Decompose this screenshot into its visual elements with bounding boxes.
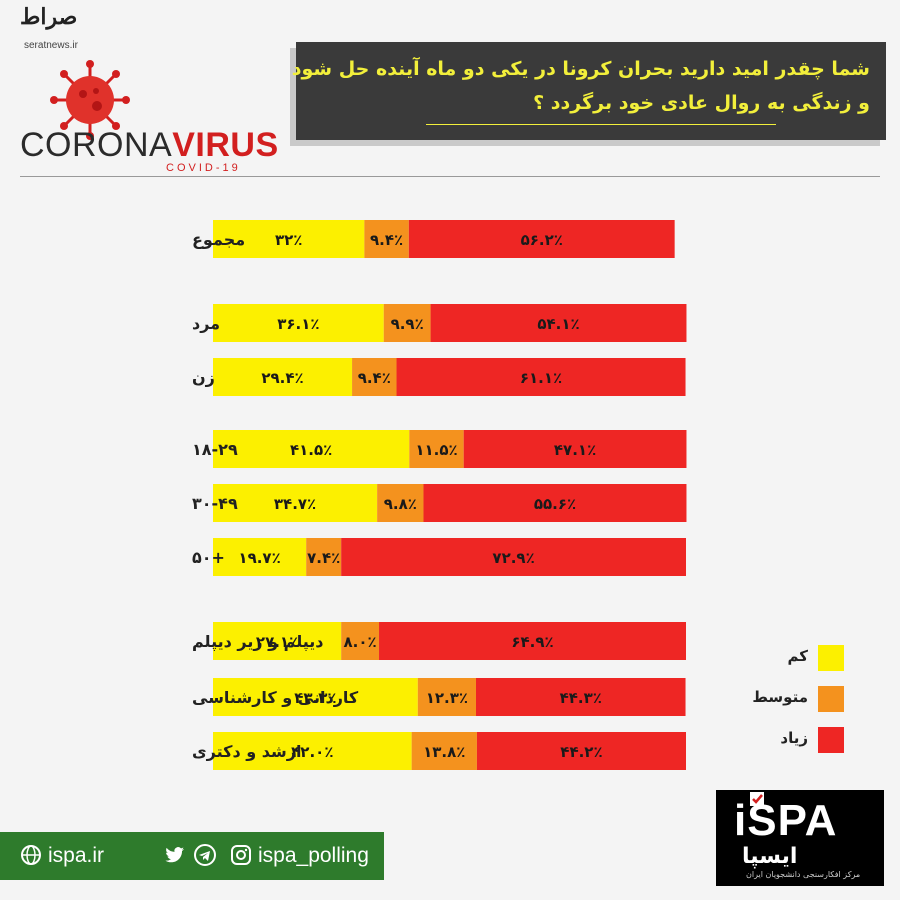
globe-icon [21,845,41,865]
category-label-8: ارشد و دکتری [192,742,301,761]
bar-segment-8-1 [411,732,477,770]
category-label-4: ۳۰-۴۹ [192,494,238,513]
brand-word-corona: CORONA [20,126,173,164]
legend-label-1: متوسط [752,688,808,706]
bar-label-6-1: ۸.۰٪ [344,633,377,651]
bar-segment-5-1 [306,538,342,576]
bar-segment-0-1 [364,220,409,258]
brand-word-virus: VIRUS [172,126,279,164]
bar-segment-6-1 [341,622,380,660]
bar-segment-3-1 [409,430,464,468]
instagram-icon[interactable] [230,844,252,866]
category-label-2: زن [192,368,215,387]
bar-label-5-2: ۷۲.۹٪ [492,549,534,567]
legend-swatch-2 [818,727,844,753]
bar-segment-6-2 [379,622,686,660]
checkmark-icon [750,792,764,806]
ispa-tagline: مرکز افکارسنجی دانشجویان ایران [746,870,861,879]
bar-label-8-2: ۴۴.۲٪ [560,743,602,761]
bar-segment-1-2 [430,304,687,342]
bar-segment-2-0 [213,358,353,396]
bar-label-8-1: ۱۳.۸٪ [423,743,465,761]
brand-wordmark: CORONAVIRUS [20,126,279,165]
bar-segment-7-1 [417,678,476,716]
source-logo: صراط seratnews.ir [8,4,108,54]
legend-swatch-0 [818,645,844,671]
bar-segment-8-0 [213,732,412,770]
source-logo-mark: صراط [20,4,78,30]
bar-segment-0-2 [408,220,675,258]
bar-label-2-1: ۹.۴٪ [358,369,391,387]
bar-segment-3-0 [213,430,410,468]
bar-label-1-0: ۳۶.۱٪ [277,315,319,333]
bar-label-1-1: ۹.۹٪ [391,315,424,333]
bar-segment-1-1 [383,304,431,342]
legend-swatch-1 [818,686,844,712]
category-label-6: دیپلم و زیر دیپلم [192,632,323,652]
ispa-latin: iSPA [734,796,838,845]
bar-label-0-0: ۳۲٪ [275,231,302,249]
bar-segment-0-0 [213,220,365,258]
bar-segment-4-2 [423,484,687,522]
bar-segment-2-2 [396,358,686,396]
bar-segment-7-2 [475,678,686,716]
stacked-bar-chart: ۳۲٪ ۹.۴٪ ۵۶.۲٪ مجموع ۳۶.۱٪ ۹.۹٪ ۵۴.۱٪ مرد ۲۹.۴٪ ۹… [192,220,687,770]
bar-label-6-2: ۶۴.۹٪ [511,633,553,651]
category-label-0: مجموع [192,230,245,249]
footer-bar: ispa.ir ispa_polling [0,832,384,880]
legend-label-2: زیاد [780,729,808,747]
bar-label-3-2: ۴۷.۱٪ [554,441,596,459]
bar-segment-3-2 [463,430,687,468]
legend-label-0: کم [787,647,809,665]
ispa-logo: iSPA ایسپا مرکز افکارسنجی دانشجویان ایرا… [716,790,884,886]
bar-segment-4-0 [213,484,378,522]
bar-label-2-2: ۶۱.۱٪ [520,369,562,387]
title-box: شما چقدر امید دارید بحران کرونا در یکی د… [292,42,886,140]
bar-segment-5-0 [213,538,307,576]
bar-label-7-1: ۱۲.۳٪ [426,689,468,707]
bar-segment-4-1 [377,484,424,522]
title-line-1: شما چقدر امید دارید بحران کرونا در یکی د… [291,58,870,80]
bar-label-8-0: ۴۲.۰٪ [291,743,333,761]
header-divider [20,176,880,177]
twitter-icon[interactable] [164,844,186,866]
bar-label-7-0: ۴۳.۳٪ [294,689,336,707]
bar-label-4-0: ۳۴.۷٪ [274,495,316,513]
bar-label-5-0: ۱۹.۷٪ [238,549,280,567]
bar-label-6-0: ۲۷.۱٪ [256,633,298,651]
bar-label-4-2: ۵۵.۶٪ [534,495,576,513]
bar-segment-5-2 [341,538,686,576]
bar-label-3-0: ۴۱.۵٪ [290,441,332,459]
bar-label-3-1: ۱۱.۵٪ [415,441,457,459]
category-label-3: ۱۸-۲۹ [192,440,238,459]
bar-label-7-2: ۴۴.۳٪ [560,689,602,707]
bar-segment-6-0 [213,622,342,660]
telegram-icon[interactable] [194,844,216,866]
category-label-5: +۵۰ [192,548,225,567]
bar-label-1-2: ۵۴.۱٪ [537,315,579,333]
bar-label-0-1: ۹.۴٪ [370,231,403,249]
bar-label-2-0: ۲۹.۴٪ [261,369,303,387]
bar-segment-8-2 [476,732,686,770]
title-underline [426,124,776,125]
bar-segment-7-0 [213,678,418,716]
bar-segment-1-0 [213,304,384,342]
title-line-2: و زندگی به روال عادی خود برگردد ؟ [533,92,870,114]
category-label-7: کاردانی و کارشناسی [192,688,359,707]
virus-icon [50,60,130,140]
bar-label-0-2: ۵۶.۲٪ [521,231,563,249]
brand-subtitle: COVID-19 [166,162,241,174]
bar-segment-2-1 [352,358,397,396]
footer-website[interactable]: ispa.ir [48,844,105,867]
category-label-1: مرد [192,314,220,333]
bar-label-4-1: ۹.۸٪ [384,495,417,513]
footer-social-handle[interactable]: ispa_polling [258,844,369,867]
source-url: seratnews.ir [24,40,78,51]
ispa-persian: ایسپا [742,844,798,869]
bar-label-5-1: ۷.۴٪ [307,549,340,567]
